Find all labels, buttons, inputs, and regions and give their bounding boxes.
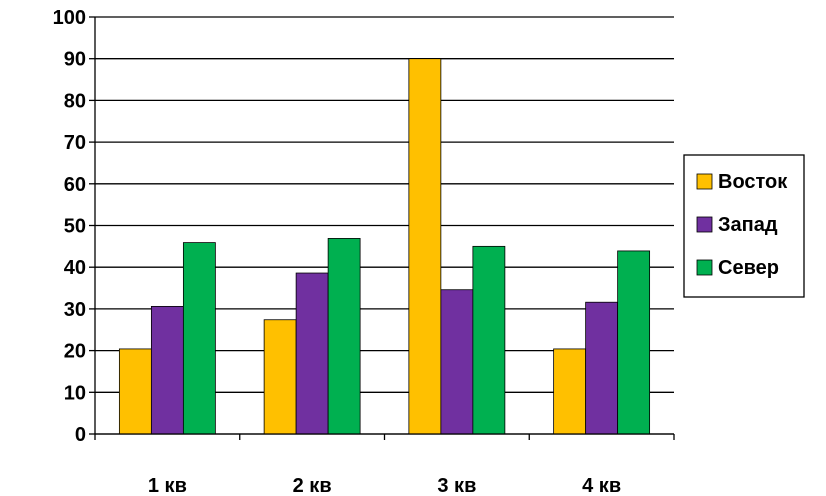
- y-tick-label: 30: [64, 299, 86, 321]
- category-label: 2 кв: [293, 475, 332, 496]
- legend-swatch: [696, 259, 713, 276]
- bars: [118, 58, 651, 435]
- y-tick-label: 10: [64, 382, 86, 404]
- legend-label: Восток: [718, 171, 788, 193]
- axes: [89, 16, 675, 440]
- y-tick-label: 40: [64, 257, 86, 279]
- bar-3-2: [327, 238, 361, 435]
- legend-label: Запад: [718, 214, 778, 236]
- category-labels: 1 кв 2 кв 3 кв 4 кв: [148, 475, 621, 496]
- y-tick-label: 50: [64, 216, 86, 238]
- y-tick-label: 100: [53, 7, 86, 29]
- category-label: 3 кв: [437, 475, 476, 496]
- legend-swatch: [696, 216, 713, 233]
- legend-label: Север: [718, 257, 779, 279]
- bar-1-2: [263, 319, 297, 435]
- legend: Восток Запад Север: [683, 154, 805, 298]
- bar-1-3: [408, 58, 442, 435]
- bar-2-1: [150, 305, 184, 435]
- category-label: 4 кв: [582, 475, 621, 496]
- y-tick-label: 0: [75, 424, 86, 446]
- bar-3-3: [472, 245, 506, 435]
- y-tick-label: 90: [64, 49, 86, 71]
- legend-swatch: [696, 173, 713, 190]
- bar-3-4: [617, 250, 651, 435]
- bar-1-4: [553, 348, 587, 435]
- y-tick-labels: 0 10 20 30 40 50 60 70 80 90 100: [53, 7, 86, 446]
- bar-2-2: [295, 272, 329, 435]
- y-tick-label: 60: [64, 174, 86, 196]
- bar-2-4: [585, 301, 619, 435]
- y-tick-label: 20: [64, 341, 86, 363]
- y-tick-label: 80: [64, 90, 86, 112]
- bar-2-3: [440, 289, 474, 435]
- bar-1-1: [118, 348, 152, 435]
- y-tick-label: 70: [64, 132, 86, 154]
- bar-3-1: [182, 242, 216, 435]
- category-label: 1 кв: [148, 475, 187, 496]
